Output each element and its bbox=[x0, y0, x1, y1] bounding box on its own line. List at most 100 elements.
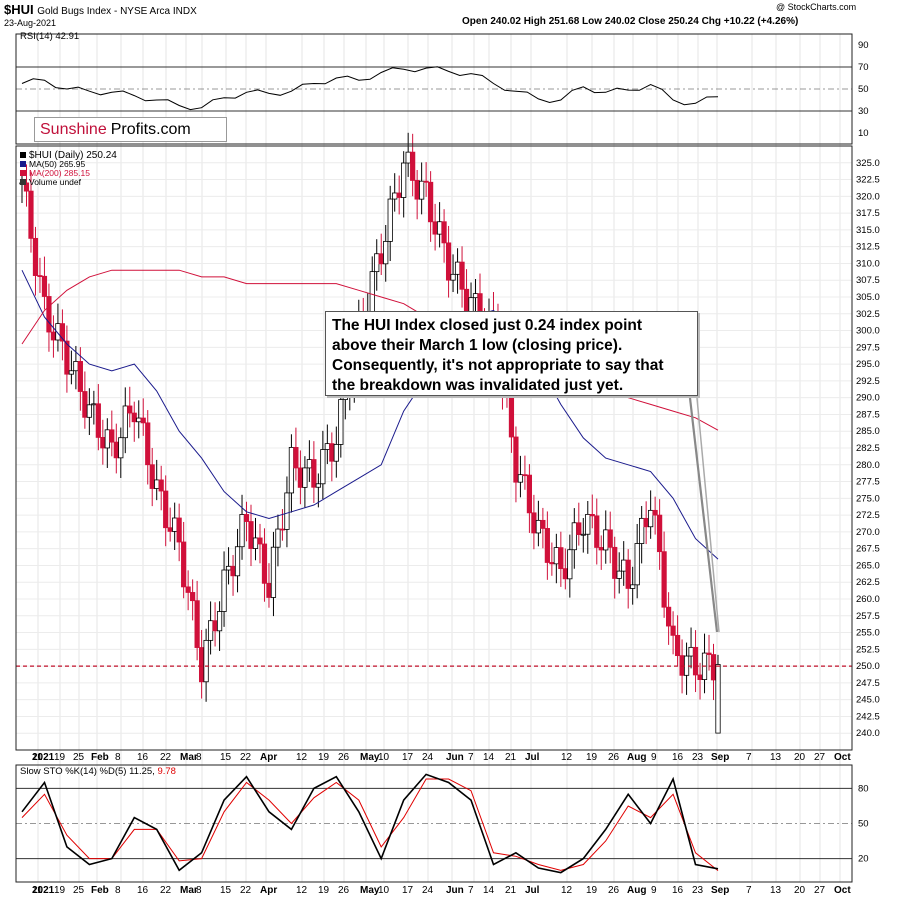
candle-body bbox=[207, 620, 214, 641]
candle-body bbox=[639, 517, 645, 544]
x-tick-label: 16 bbox=[672, 752, 684, 763]
x-tick-label: 7 bbox=[746, 885, 752, 896]
candle-body bbox=[378, 253, 384, 265]
x-tick-label: 10 bbox=[378, 752, 390, 763]
candle-body bbox=[64, 340, 70, 375]
candle-body bbox=[562, 568, 568, 580]
x-tick-label: 19 bbox=[54, 885, 66, 896]
candle-body bbox=[612, 546, 618, 579]
price-tick-label: 310.0 bbox=[856, 258, 880, 269]
x-tick-label: 26 bbox=[608, 885, 620, 896]
x-tick-label: Feb bbox=[91, 885, 109, 896]
x-tick-label: Jun bbox=[446, 885, 464, 896]
candle-body bbox=[661, 551, 667, 608]
candle-body bbox=[104, 429, 110, 449]
candle-body bbox=[585, 513, 591, 535]
header-name: Gold Bugs Index - NYSE Arca INDX bbox=[37, 6, 197, 17]
candle-body bbox=[243, 514, 250, 522]
sto-tick-label: 20 bbox=[858, 854, 869, 865]
candle-body bbox=[306, 459, 312, 469]
sto-k-line bbox=[21, 773, 719, 874]
candle-body bbox=[239, 514, 245, 548]
candle-body bbox=[648, 509, 654, 528]
candle-body bbox=[410, 151, 416, 181]
candle-body bbox=[68, 370, 74, 375]
candle-body bbox=[392, 192, 398, 200]
x-tick-label: 11 bbox=[32, 885, 43, 896]
header-date: 23-Aug-2021 bbox=[4, 18, 57, 28]
x-tick-label: 15 bbox=[220, 752, 232, 763]
candle-body bbox=[288, 447, 295, 494]
arrow-line-1 bbox=[688, 397, 719, 633]
candle-body bbox=[697, 674, 703, 680]
legend-entry: MA(50) 265.95 bbox=[29, 159, 85, 169]
candle-body bbox=[118, 437, 124, 459]
candle-body bbox=[535, 519, 541, 534]
x-tick-label: Oct bbox=[834, 885, 851, 896]
x-tick-label: 19 bbox=[586, 885, 598, 896]
price-tick-label: 240.0 bbox=[856, 728, 880, 739]
x-tick-label: 27 bbox=[814, 885, 826, 896]
candle-body bbox=[625, 559, 631, 589]
candle-body bbox=[203, 639, 209, 683]
price-tick-label: 290.0 bbox=[856, 393, 880, 404]
x-tick-label: 9 bbox=[651, 885, 657, 896]
candle-body bbox=[374, 253, 380, 273]
x-tick-label: 8 bbox=[115, 752, 121, 763]
candle-body bbox=[607, 529, 613, 548]
candle-body bbox=[401, 162, 407, 198]
x-tick-label: 12 bbox=[296, 752, 308, 763]
x-tick-label: 2021 bbox=[32, 885, 55, 896]
candle-body bbox=[311, 459, 317, 488]
candle-body bbox=[131, 412, 137, 423]
candle-body bbox=[127, 405, 133, 414]
grid bbox=[16, 34, 852, 882]
x-tick-label: 22 bbox=[160, 752, 172, 763]
candle-body bbox=[158, 479, 164, 492]
x-tick-label: 24 bbox=[422, 885, 434, 896]
price-tick-label: 265.0 bbox=[856, 560, 880, 571]
candle-body bbox=[113, 441, 119, 459]
panel-frame bbox=[15, 145, 853, 751]
candle-body bbox=[508, 393, 515, 438]
x-tick-label: 13 bbox=[770, 885, 782, 896]
x-tick-label: 19 bbox=[318, 885, 330, 896]
x-tick-label: 10 bbox=[378, 885, 390, 896]
candle-body bbox=[145, 422, 151, 466]
x-tick-label: Apr bbox=[260, 752, 277, 763]
sunshine-profits-logo: Sunshine Profits.com bbox=[34, 117, 227, 142]
price-tick-label: 295.0 bbox=[856, 359, 880, 370]
candle-body bbox=[414, 180, 420, 200]
candle-body bbox=[423, 180, 429, 183]
x-tick-label: Sep bbox=[711, 885, 729, 896]
candle-body bbox=[167, 527, 173, 532]
x-tick-label: 7 bbox=[746, 752, 752, 763]
candle-body bbox=[630, 584, 636, 589]
price-tick-label: 260.0 bbox=[856, 594, 880, 605]
x-tick-label: Feb bbox=[91, 752, 109, 763]
price-tick-label: 280.0 bbox=[856, 460, 880, 471]
candle-body bbox=[692, 646, 699, 676]
price-tick-label: 262.5 bbox=[856, 577, 880, 588]
candle-body bbox=[73, 361, 79, 372]
x-tick-label: 16 bbox=[137, 752, 149, 763]
price-tick-label: 275.0 bbox=[856, 493, 880, 504]
x-tick-label: Mar bbox=[180, 752, 198, 763]
candle-body bbox=[194, 600, 200, 648]
x-tick-label: May bbox=[360, 752, 380, 763]
x-tick-label: 21 bbox=[505, 752, 517, 763]
candle-body bbox=[383, 240, 389, 265]
rsi-tick-label: 70 bbox=[858, 62, 869, 73]
rsi-tick-label: 30 bbox=[858, 106, 869, 117]
x-tick-label: Oct bbox=[834, 752, 851, 763]
candle-body bbox=[333, 444, 339, 462]
candle-body bbox=[679, 655, 685, 676]
sto-tick-label: 50 bbox=[858, 819, 869, 830]
candle-body bbox=[190, 592, 196, 602]
arrow-line-2 bbox=[696, 397, 720, 633]
price-tick-label: 297.5 bbox=[856, 342, 880, 353]
candle-body bbox=[432, 221, 438, 235]
legend-swatch bbox=[20, 170, 26, 176]
candle-body bbox=[95, 403, 101, 438]
x-tick-label: 8 bbox=[196, 885, 202, 896]
